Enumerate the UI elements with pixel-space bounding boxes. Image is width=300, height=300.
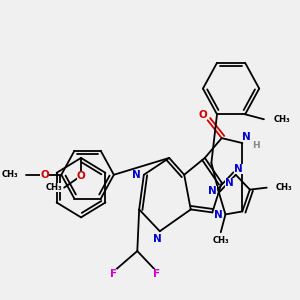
Text: CH₃: CH₃ xyxy=(46,183,62,192)
Text: CH₃: CH₃ xyxy=(212,236,229,245)
Text: N: N xyxy=(234,164,243,174)
Text: O: O xyxy=(76,171,85,181)
Text: CH₃: CH₃ xyxy=(2,170,18,179)
Text: CH₃: CH₃ xyxy=(273,115,290,124)
Text: N: N xyxy=(214,210,222,220)
Text: CH₃: CH₃ xyxy=(276,183,293,192)
Text: N: N xyxy=(132,170,141,180)
Text: O: O xyxy=(199,110,207,120)
Text: F: F xyxy=(153,269,161,279)
Text: N: N xyxy=(153,234,161,244)
Text: N: N xyxy=(225,178,234,188)
Text: N: N xyxy=(242,132,250,142)
Text: H: H xyxy=(252,140,259,149)
Text: F: F xyxy=(110,269,117,279)
Text: N: N xyxy=(208,186,217,196)
Text: O: O xyxy=(40,170,49,180)
